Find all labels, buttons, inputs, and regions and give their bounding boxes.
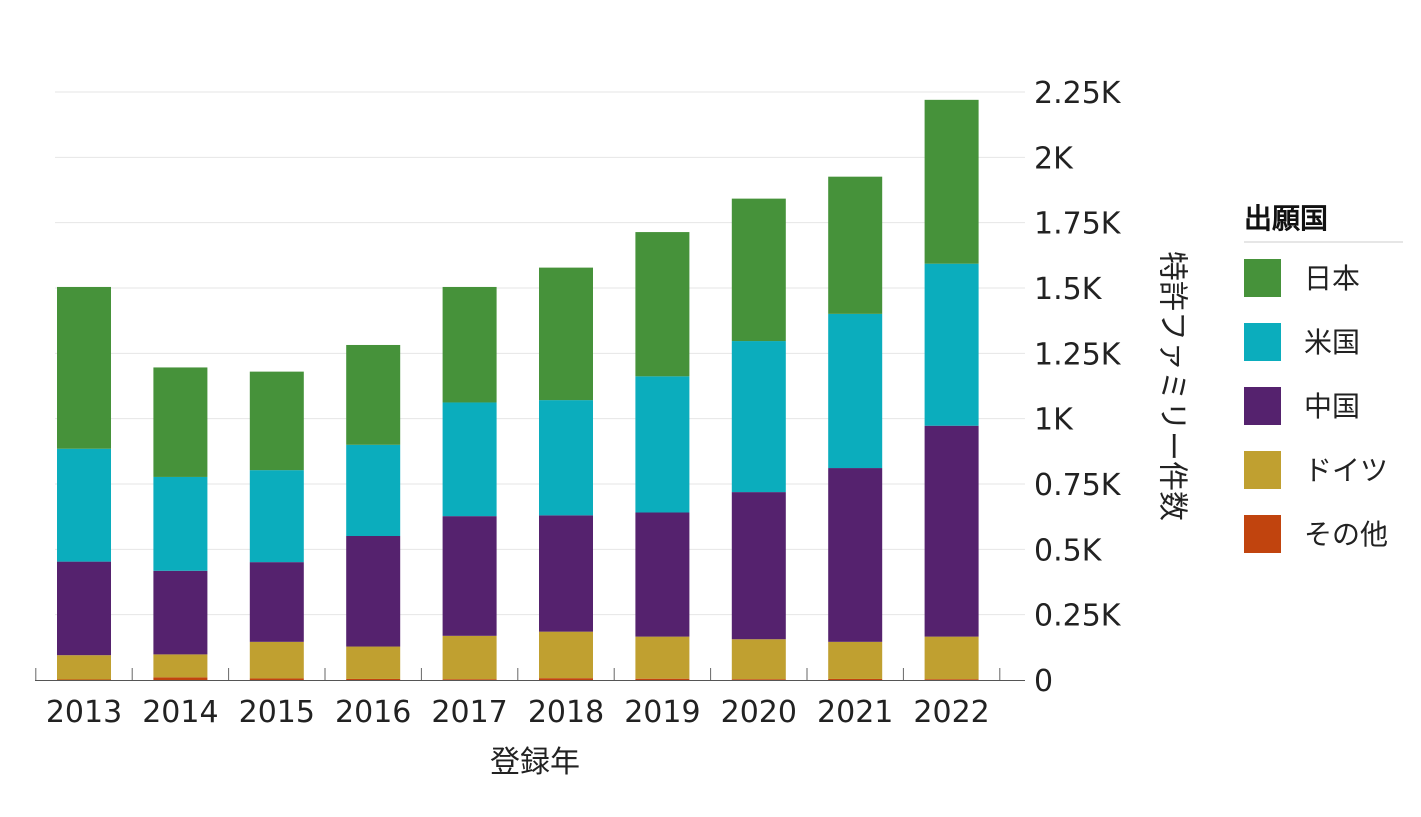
x-tick-label: 2015 [239,695,315,730]
bar-segment [539,631,593,679]
legend-label: 中国 [1304,390,1360,423]
bar-segment [828,641,883,679]
bar-segment [924,679,979,680]
bar-segment [442,286,497,403]
bar-segment [249,562,304,642]
x-tick-label: 2013 [46,695,122,730]
bar-segment [153,476,208,571]
bar-segment [828,678,883,680]
legend-swatch [1244,451,1281,489]
bar-segment [442,679,497,680]
x-tick-labels: 2013 2014 2015 2016 2017 2018 2019 2020 2021 2022 [46,695,990,730]
bar-segment [635,512,690,637]
bar-segment [828,313,883,469]
y-tick-label: 2.25K [1034,76,1122,111]
legend-swatch [1244,387,1281,425]
bar-segment [153,654,208,678]
y-tick-label: 0 [1034,664,1053,699]
y-tick-label: 1.25K [1034,337,1122,372]
bar-segment [828,468,883,642]
x-tick-label: 2017 [431,695,507,730]
y-tick-label: 1.5K [1034,272,1103,307]
bar-segment [57,448,111,562]
bar-segment [539,678,593,680]
bar-segment [57,286,111,449]
y-axis-title: 特許ファミリー件数 [1155,251,1190,521]
bar-segment [346,536,401,647]
bar-segment [57,679,111,680]
y-tick-label: 0.75K [1034,468,1122,503]
bar-segment [924,636,979,680]
bar-segment [346,678,401,680]
bar-segment [924,425,979,637]
bar-segment [153,367,208,477]
x-tick-label: 2022 [913,695,989,730]
bar-segment [731,492,786,640]
bar-segment [635,678,690,680]
x-tick-label: 2021 [817,695,893,730]
bar-segment [249,678,304,680]
legend-swatch [1244,323,1281,361]
legend-label: 日本 [1304,262,1360,295]
bar-segment [828,176,883,314]
legend-label: ドイツ [1304,454,1388,487]
bar-segment [249,470,304,563]
bar-segment [635,636,690,679]
legend-label: その他 [1304,518,1388,551]
y-tick-labels: 0 0.25K 0.5K 0.75K 1K 1.25K 1.5K 1.75K 2K 2.25K [1034,76,1122,699]
axes [35,668,1025,681]
bar-segment [249,371,304,471]
bars [57,99,979,680]
y-tick-label: 1.75K [1034,207,1122,242]
y-tick-label: 0.5K [1034,533,1103,568]
x-tick-label: 2020 [721,695,797,730]
bar-segment [249,641,304,679]
bar-segment [539,267,593,401]
bar-segment [635,376,690,513]
y-tick-label: 0.25K [1034,599,1122,634]
bar-segment [442,516,497,636]
bar-segment [153,677,208,680]
x-tick-label: 2016 [335,695,411,730]
legend-swatch [1244,515,1281,553]
bar-segment [731,639,786,680]
bar-segment [731,341,786,493]
bar-segment [731,679,786,680]
y-tick-label: 1K [1034,403,1074,438]
legend-swatch [1244,259,1281,297]
bar-segment [924,99,979,264]
bar-segment [57,655,111,680]
bar-segment [539,400,593,516]
x-axis-title: 登録年 [490,745,580,780]
bar-segment [539,515,593,632]
bar-segment [57,561,111,656]
bar-segment [153,570,208,655]
bar-segment [346,444,401,537]
bar-segment [635,232,690,377]
y-tick-label: 2K [1034,141,1074,176]
legend-title: 出願国 [1244,202,1328,235]
x-tick-label: 2019 [624,695,700,730]
bar-segment [442,635,497,680]
x-tick-label: 2014 [142,695,218,730]
bar-segment [731,198,786,342]
legend-label: 米国 [1304,326,1360,359]
bar-segment [442,402,497,517]
x-tick-label: 2018 [528,695,604,730]
bar-segment [346,344,401,445]
bar-segment [346,646,401,679]
bar-segment [924,263,979,426]
